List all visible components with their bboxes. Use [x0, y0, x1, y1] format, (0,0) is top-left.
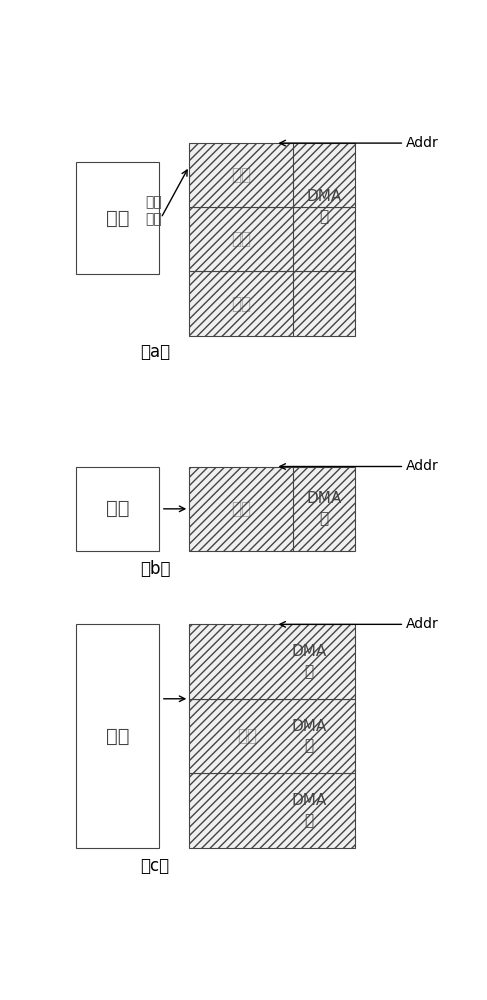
Text: Addr: Addr [406, 136, 439, 150]
Text: 波形: 波形 [237, 727, 257, 745]
Bar [189, 143, 356, 207]
Bar [189, 773, 356, 848]
Bar [189, 207, 356, 271]
Text: DMA
表: DMA 表 [291, 719, 326, 753]
Bar [189, 466, 356, 551]
Text: （a）: （a） [140, 343, 170, 361]
Bar [189, 699, 356, 773]
Text: 波形: 波形 [231, 295, 251, 313]
Text: 波形: 波形 [231, 166, 251, 184]
Text: Addr: Addr [406, 460, 439, 474]
Bar [76, 466, 159, 551]
Bar [189, 624, 356, 699]
Text: DMA
表: DMA 表 [306, 189, 342, 224]
Text: DMA
表: DMA 表 [291, 644, 326, 679]
Text: 波形: 波形 [231, 230, 251, 248]
Text: 波形: 波形 [106, 726, 129, 746]
Text: 波形: 波形 [106, 499, 129, 518]
Text: 波形: 波形 [106, 209, 129, 228]
Bar [189, 271, 356, 336]
Text: Addr: Addr [406, 617, 439, 631]
Text: DMA
表: DMA 表 [306, 491, 342, 526]
Bar [76, 624, 159, 848]
Text: DMA
表: DMA 表 [291, 793, 326, 828]
Text: （b）: （b） [140, 560, 170, 578]
Bar [76, 162, 159, 274]
Text: 波形
复制: 波形 复制 [145, 195, 162, 227]
Text: 波形: 波形 [231, 500, 251, 518]
Text: （c）: （c） [141, 857, 170, 875]
